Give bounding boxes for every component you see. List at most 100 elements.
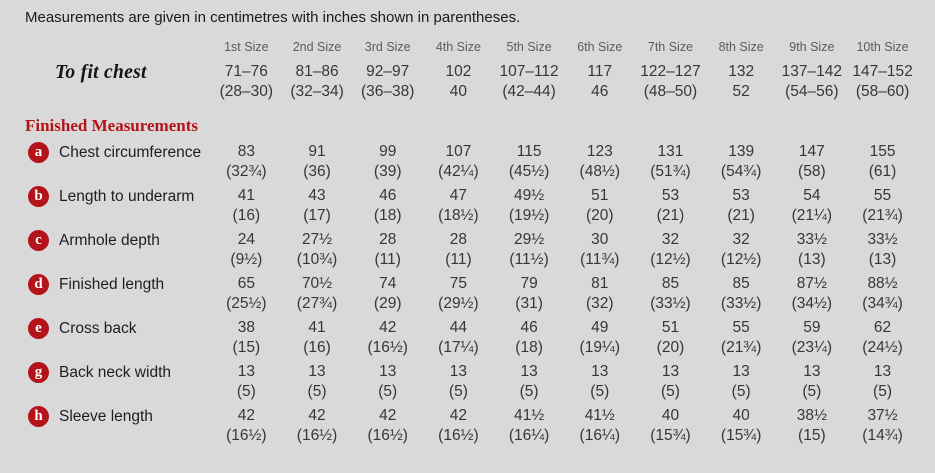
inch-value: (36)	[303, 162, 331, 180]
inch-value: (58–60)	[855, 82, 910, 100]
inch-value: (32)	[585, 294, 614, 312]
measurement-cell: 37½ (14¾)	[847, 406, 918, 445]
cm-value: 29½	[514, 231, 545, 248]
measurement-cell: 51 (20)	[635, 318, 706, 357]
measurement-cell: 41 (16)	[282, 318, 353, 357]
cm-value: 13	[237, 363, 255, 380]
cm-value: 51	[661, 319, 680, 336]
cm-value: 85	[732, 275, 750, 292]
cm-value: 24	[237, 231, 255, 248]
inch-value: (16½)	[438, 426, 479, 444]
measurement-cell: 117 46	[564, 62, 635, 101]
measurement-cell: 99 (39)	[352, 142, 423, 181]
measurement-cell: 46 (18)	[494, 318, 565, 357]
measurement-cell: 47 (18½)	[423, 186, 494, 225]
cm-value: 46	[520, 319, 538, 336]
size-column-header: 5th Size	[506, 40, 552, 54]
table-row: h Sleeve length 42 (16½) 42 (16½) 42 (16…	[0, 406, 935, 445]
inch-value: (16½)	[367, 426, 408, 444]
cm-value: 46	[379, 187, 397, 204]
inch-value: (18)	[373, 206, 402, 224]
cm-value: 131	[657, 143, 684, 160]
inch-value: (33½)	[720, 294, 762, 312]
inch-value: (51¾)	[650, 162, 691, 180]
measurement-cell: 13 (5)	[564, 362, 635, 401]
cm-value: 33½	[867, 231, 898, 248]
inch-value: (21)	[727, 206, 755, 224]
inch-value: (16)	[232, 206, 261, 224]
size-column-header: 10th Size	[856, 40, 909, 54]
inch-value: (18½)	[438, 206, 479, 224]
inch-value: (32–34)	[290, 82, 344, 100]
measurement-cell: 29½ (11½)	[494, 230, 565, 269]
measurement-cell: 13 (5)	[706, 362, 777, 401]
cm-value: 81	[591, 275, 609, 292]
inch-value: (17¼)	[438, 338, 479, 356]
table-row: b Length to underarm 41 (16) 43 (17) 46 …	[0, 186, 935, 225]
inch-value: (21¼)	[791, 206, 833, 224]
cm-value: 43	[308, 187, 326, 204]
row-letter-badge: h	[28, 406, 49, 427]
row-label: Armhole depth	[59, 232, 160, 249]
row-letter-badge: c	[28, 230, 49, 251]
cm-value: 47	[449, 187, 468, 204]
inch-value: (11)	[374, 250, 401, 268]
cm-value: 79	[520, 275, 538, 292]
inch-value: (9½)	[230, 250, 263, 268]
row-label: Cross back	[59, 320, 137, 337]
cm-value: 13	[803, 363, 821, 380]
measurement-cell: 131 (51¾)	[635, 142, 706, 181]
row-letter-badge: a	[28, 142, 49, 163]
inch-value: (25½)	[226, 294, 267, 312]
row-label-cell: h Sleeve length	[0, 406, 211, 427]
measurement-cell: 137–142 (54–56)	[777, 62, 848, 101]
cm-value: 62	[873, 319, 892, 336]
inch-value: (33½)	[650, 294, 691, 312]
inch-value: (5)	[378, 382, 398, 400]
row-label: Length to underarm	[59, 188, 195, 205]
inch-value: (61)	[868, 162, 897, 180]
cm-value: 107	[445, 143, 472, 160]
measurement-cell: 42 (16½)	[423, 406, 494, 445]
size-column-header: 8th Size	[718, 40, 764, 54]
inch-value: (5)	[660, 382, 680, 400]
cm-value: 147–152	[852, 63, 913, 80]
row-letter-badge: d	[28, 274, 49, 295]
cm-value: 155	[869, 143, 896, 160]
measurement-cell: 91 (36)	[282, 142, 353, 181]
cm-value: 65	[237, 275, 255, 292]
inch-value: (13)	[868, 250, 897, 268]
cm-value: 13	[661, 363, 680, 380]
cm-value: 99	[379, 143, 397, 160]
inch-value: (5)	[590, 382, 610, 400]
to-fit-chest-row: To fit chest 71–76 (28–30) 81–86 (32–34)…	[0, 62, 935, 101]
cm-value: 38½	[796, 407, 827, 424]
cm-value: 117	[587, 63, 613, 80]
row-letter-badge: e	[28, 318, 49, 339]
cm-value: 74	[379, 275, 397, 292]
measurement-cell: 123 (48½)	[564, 142, 635, 181]
inch-value: (17)	[303, 206, 331, 224]
size-column-header: 4th Size	[435, 40, 481, 54]
cm-value: 13	[379, 363, 397, 380]
cm-value: 92–97	[366, 63, 410, 80]
section-header-finished-measurements: Finished Measurements	[25, 116, 198, 135]
cm-value: 107–112	[499, 63, 559, 80]
measurement-cell: 13 (5)	[777, 362, 848, 401]
cm-value: 32	[661, 231, 680, 248]
measurement-cell: 32 (12½)	[706, 230, 777, 269]
measurement-cell: 41½ (16¼)	[564, 406, 635, 445]
measurement-cell: 42 (16½)	[352, 318, 423, 357]
inch-value: (5)	[802, 382, 822, 400]
cm-value: 70½	[301, 275, 333, 292]
inch-value: (5)	[731, 382, 751, 400]
measurement-cell: 85 (33½)	[706, 274, 777, 313]
measurement-cell: 49½ (19½)	[494, 186, 565, 225]
inch-value: (21)	[656, 206, 685, 224]
inch-value: (16)	[303, 338, 331, 356]
inch-value: 46	[591, 82, 609, 100]
inch-value: (16½)	[226, 426, 267, 444]
measurement-cell: 54 (21¼)	[777, 186, 848, 225]
measurement-cell: 53 (21)	[635, 186, 706, 225]
